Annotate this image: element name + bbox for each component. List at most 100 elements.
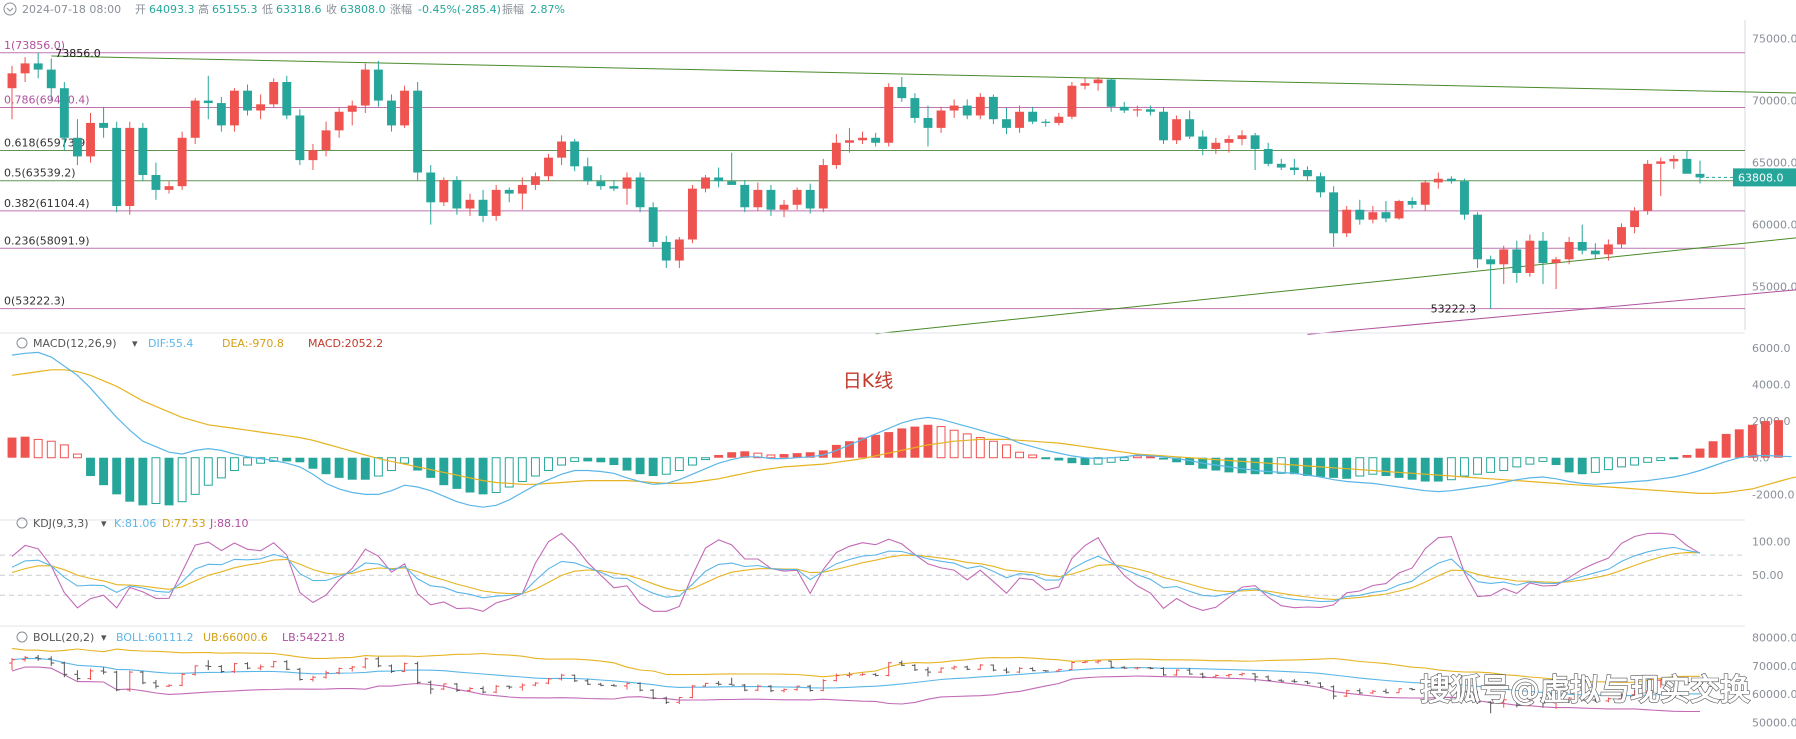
candle-body-42: [557, 141, 567, 158]
header-low: 63318.6: [276, 3, 322, 16]
macd-tick-label-0: 6000.0: [1752, 342, 1791, 355]
macd-hist-bar-106: [1394, 457, 1404, 478]
macd-hist-bar-34: [452, 457, 462, 489]
macd-hist-bar-67: [884, 432, 894, 458]
candle-body-70: [923, 117, 933, 128]
candle-body-122: [1603, 244, 1613, 255]
header-close: 63808.0: [340, 3, 386, 16]
candle-body-55: [727, 181, 737, 185]
macd-hist-bar-132: [1734, 429, 1744, 458]
candle-body-32: [426, 172, 436, 203]
macd-hist-bar-55: [727, 452, 737, 458]
candle-body-106: [1394, 201, 1404, 219]
macd-hist-bar-25: [334, 457, 344, 478]
candle-body-65: [858, 137, 867, 141]
macd-hist-bar-88: [1159, 457, 1168, 460]
boll-legend-lb: LB:54221.8: [282, 631, 345, 644]
macd-hist-bar-90: [1185, 457, 1195, 466]
header-high-label: 高: [198, 2, 209, 16]
bell-icon-boll: [16, 631, 28, 643]
ohlc-header: 2024-07-18 08:00 开 64093.3 高 65155.3 低 6…: [3, 2, 565, 16]
macd-hist-bar-111: [1460, 457, 1469, 477]
candle-body-108: [1420, 182, 1430, 205]
macd-hist-bar-115: [1512, 457, 1522, 468]
price-tick-label-3: 60000.0: [1752, 219, 1796, 232]
macd-hist-bar-135: [1774, 420, 1783, 458]
candle-body-28: [373, 69, 383, 101]
macd-hist-bar-22: [295, 457, 305, 463]
macd-hist-bar-93: [1224, 457, 1234, 473]
macd-hist-bar-39: [517, 457, 527, 483]
bell-icon: [16, 337, 28, 349]
candle-body-25: [334, 111, 344, 131]
macd-hist-bar-77: [1015, 451, 1025, 459]
candle-body-23: [308, 150, 318, 161]
macd-hist-bar-80: [1054, 457, 1064, 461]
candle-body-91: [1198, 136, 1208, 149]
macd-hist-bar-19: [256, 457, 266, 464]
candle-body-69: [910, 98, 920, 118]
boll-legend-name: BOLL(20,2): [33, 631, 94, 644]
candle-body-71: [936, 110, 946, 128]
candle-body-63: [831, 142, 841, 166]
macd-hist-bar-105: [1381, 457, 1391, 477]
candle-body-114: [1499, 249, 1509, 265]
candle-body-40: [530, 176, 540, 185]
candle-body-41: [544, 157, 553, 177]
macd-legend-macd: MACD:2052.2: [308, 337, 383, 350]
macd-hist-bar-125: [1643, 457, 1653, 463]
macd-hist-bar-121: [1590, 457, 1600, 473]
macd-hist-bar-120: [1577, 457, 1587, 475]
header-open-label: 开: [135, 3, 146, 16]
candle-body-59: [779, 204, 789, 210]
macd-hist-bar-103: [1355, 457, 1365, 477]
macd-hist-bar-1: [20, 436, 30, 458]
macd-hist-bar-59: [779, 454, 789, 458]
macd-hist-bar-81: [1067, 457, 1077, 464]
macd-hist-bar-126: [1656, 457, 1666, 461]
chevron-down-icon[interactable]: [3, 2, 17, 16]
candle-body-34: [452, 179, 462, 209]
candle-body-44: [583, 166, 593, 182]
header-amplitude: 2.87%: [530, 3, 565, 16]
candle-body-16: [216, 103, 226, 126]
candle-body-62: [818, 165, 828, 209]
candle-body-98: [1289, 167, 1299, 171]
macd-hist-bar-47: [622, 457, 632, 471]
macd-hist-bar-134: [1760, 421, 1770, 458]
macd-hist-bar-130: [1708, 441, 1718, 458]
boll-tick-label-1: 70000.0: [1752, 660, 1796, 673]
macd-tick-label-2: 2000.0: [1752, 415, 1791, 428]
candle-body-21: [282, 82, 292, 116]
candle-body-121: [1590, 250, 1600, 255]
boll-mid-line: [11, 657, 1700, 697]
candle-body-6: [86, 122, 95, 157]
macd-hist-bar-122: [1603, 457, 1613, 471]
macd-hist-bar-3: [46, 440, 56, 459]
macd-hist-bar-43: [570, 457, 580, 462]
candle-body-119: [1564, 241, 1574, 260]
candle-body-89: [1172, 119, 1182, 141]
candle-body-61: [805, 189, 815, 209]
candle-body-124: [1630, 210, 1640, 228]
macd-hist-bar-24: [321, 457, 331, 475]
macd-legend-dropdown-icon: ▾: [132, 337, 138, 350]
candle-body-102: [1342, 209, 1352, 234]
macd-tick-label-4: -2000.0: [1752, 488, 1794, 501]
macd-hist-bar-69: [910, 426, 920, 458]
macd-hist-bar-127: [1669, 457, 1679, 460]
candle-body-126: [1656, 161, 1666, 164]
candle-body-37: [491, 189, 501, 216]
macd-hist-bar-75: [988, 440, 998, 459]
macd-hist-bar-68: [897, 428, 907, 458]
macd-hist-bar-31: [413, 457, 423, 471]
fib-level-label-5: 0.236(58091.9): [4, 234, 90, 247]
candle-body-99: [1302, 170, 1312, 177]
macd-hist-bar-56: [740, 451, 750, 458]
candle-body-129: [1695, 173, 1705, 178]
chevron-glyph-icon: [6, 7, 14, 12]
candle-body-9: [125, 127, 135, 206]
boll-upper-band: [11, 647, 1700, 683]
price-tick-label-4: 55000.0: [1752, 281, 1796, 294]
macd-hist-bar-63: [831, 444, 841, 458]
